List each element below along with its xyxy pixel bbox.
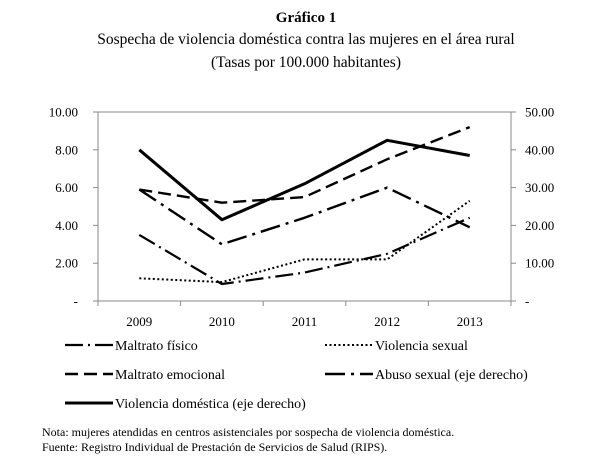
legend-label: Violencia sexual (375, 339, 468, 354)
left-axis-tick-label: 2.00 (55, 256, 78, 271)
x-axis-tick-label: 2012 (374, 314, 400, 329)
right-axis-tick-label: 10.00 (525, 256, 554, 271)
series-line-abuso-sexual-eje-derecho (138, 186, 471, 246)
series-line-maltrato-emocional (139, 125, 471, 204)
series-line-violencia-domestica-eje-derecho (138, 138, 470, 222)
right-axis-tick-label: 30.00 (525, 180, 554, 195)
left-axis-tick-label: - (74, 294, 78, 309)
legend-label: Violencia doméstica (eje derecho) (115, 397, 306, 412)
right-axis-tick-label: 40.00 (525, 142, 554, 157)
legend-label: Maltrato emocional (115, 368, 225, 383)
series-line-violencia-sexual (139, 199, 471, 284)
plot-area (97, 111, 512, 302)
x-axis-tick-label: 2010 (209, 314, 235, 329)
chart-source: Fuente: Registro Individual de Prestació… (42, 440, 388, 454)
left-axis-tick-label: 6.00 (55, 180, 78, 195)
legend-label: Abuso sexual (eje derecho) (375, 368, 528, 383)
figure-label: Gráfico 1 (275, 10, 337, 26)
left-axis-tick-label: 4.00 (55, 218, 78, 233)
left-axis-tick-label: 8.00 (55, 142, 78, 157)
x-axis-tick-label: 2009 (126, 314, 152, 329)
x-axis-tick-label: 2013 (457, 314, 483, 329)
chart-subtitle: (Tasas por 100.000 habitantes) (210, 54, 402, 71)
chart-title: Sospecha de violencia doméstica contra l… (97, 31, 515, 48)
right-axis-tick-label: 50.00 (525, 105, 554, 120)
x-axis-tick-label: 2011 (292, 314, 318, 329)
chart-note: Nota: mujeres atendidas en centros asist… (42, 425, 455, 439)
left-axis-tick-label: 10.00 (49, 105, 78, 120)
series-line-maltrato-fisico (138, 216, 471, 286)
right-axis-tick-label: - (525, 294, 529, 309)
right-axis-tick-label: 20.00 (525, 218, 554, 233)
legend-label: Maltrato físico (115, 339, 198, 354)
